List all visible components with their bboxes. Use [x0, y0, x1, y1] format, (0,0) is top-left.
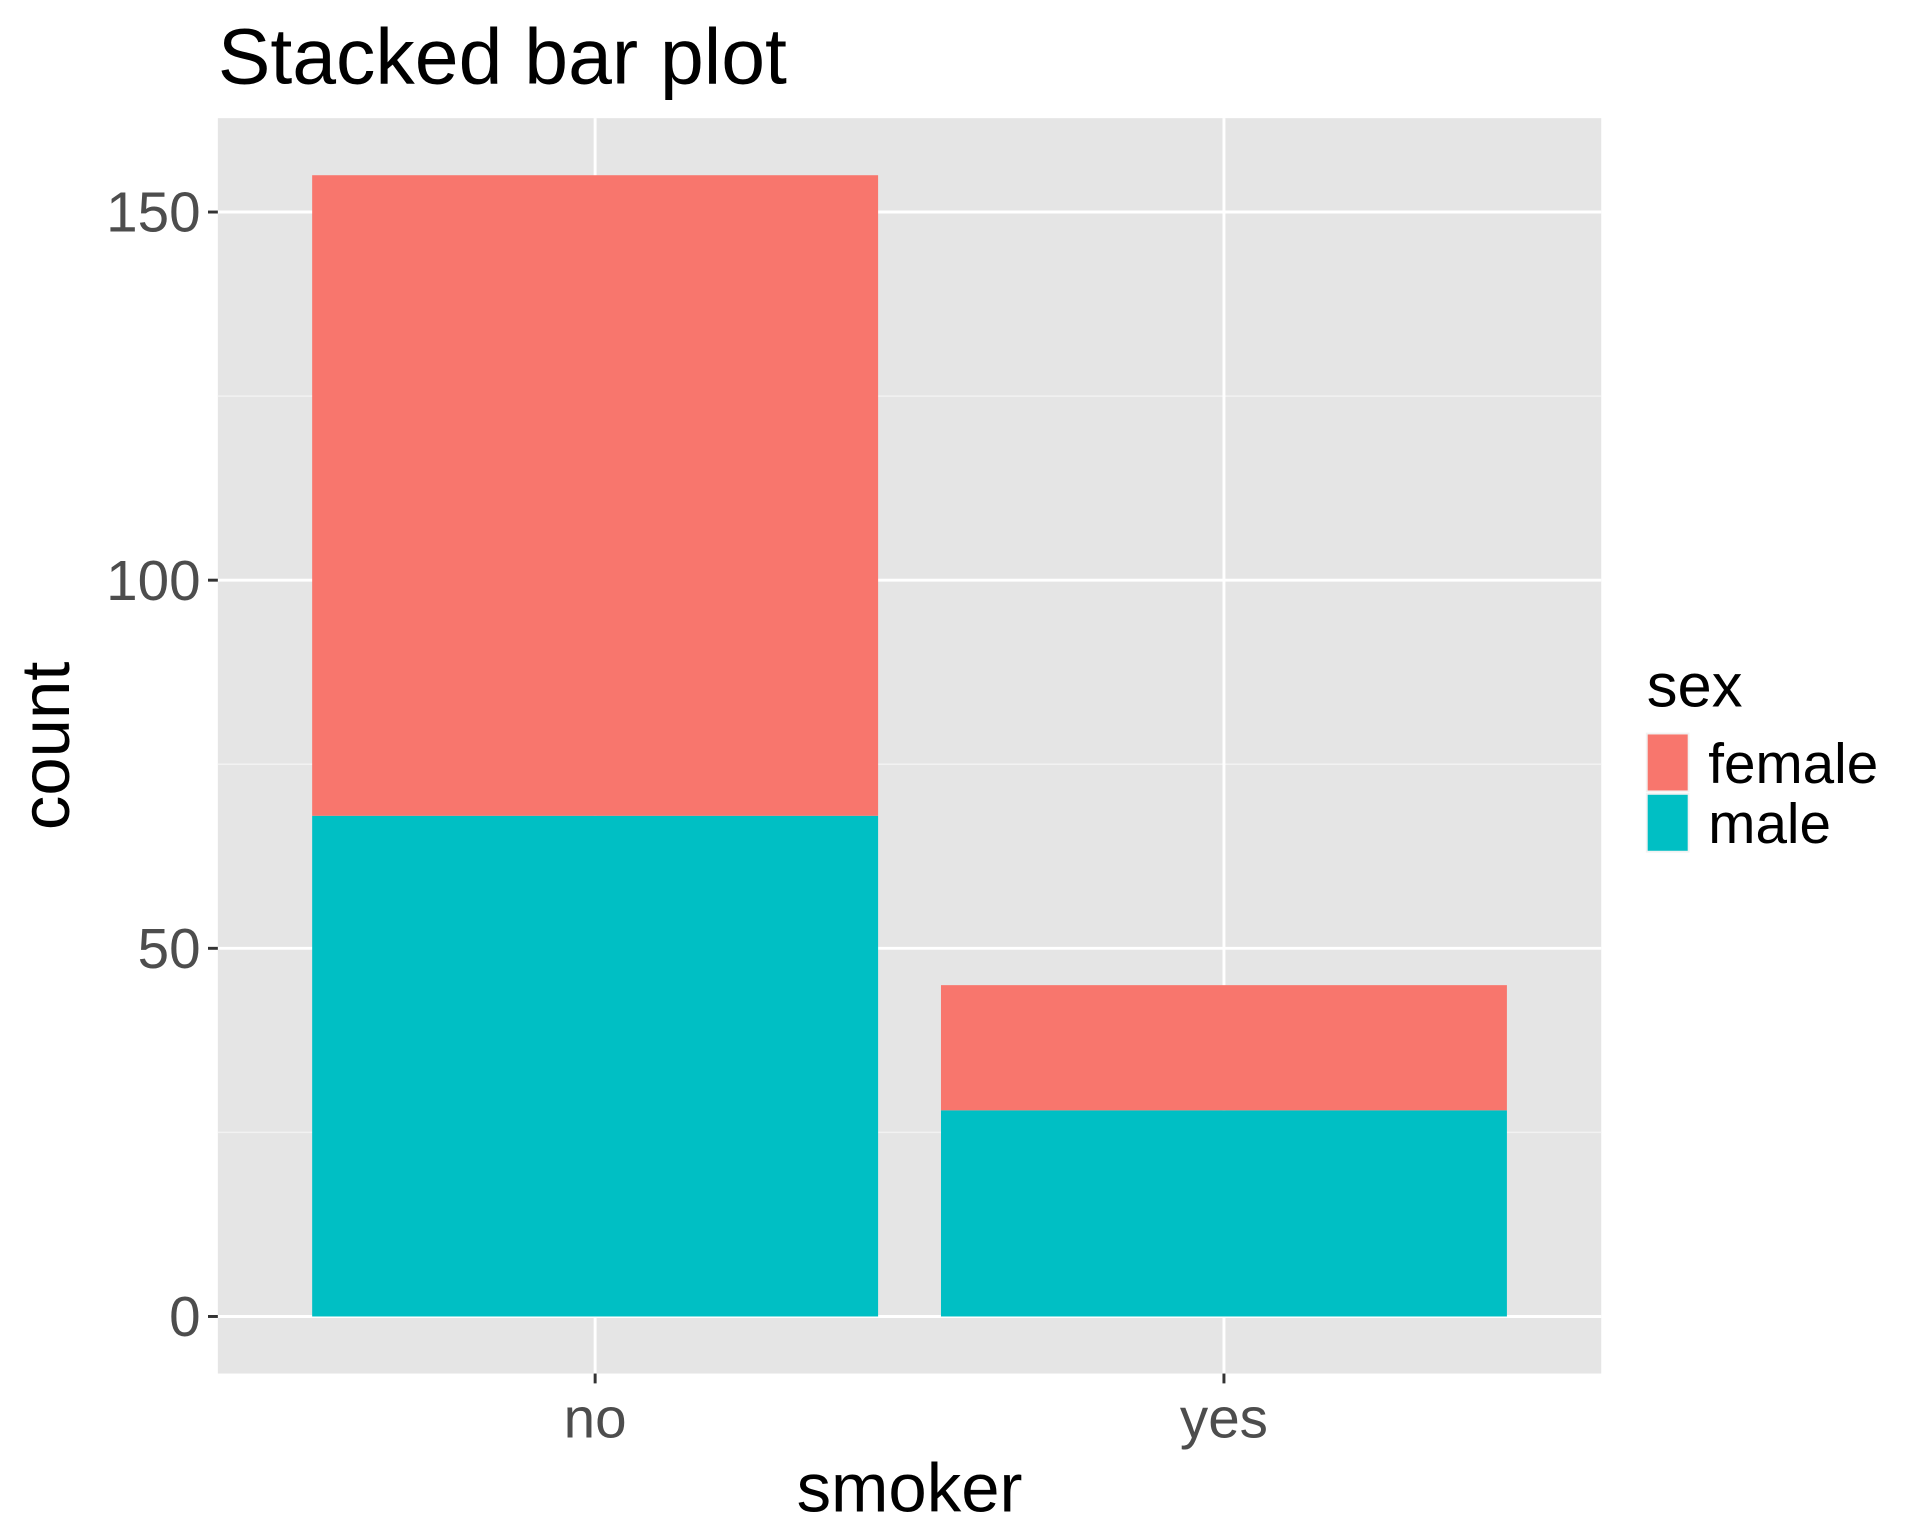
x-axis-label: smoker: [797, 1449, 1023, 1526]
bar-no-female: [312, 175, 879, 816]
bar-yes-male: [940, 1110, 1507, 1317]
y-tick-label: 150: [106, 181, 200, 244]
y-tick-label: 50: [138, 917, 201, 980]
x-tick-label: yes: [1180, 1387, 1268, 1450]
x-tick-label: no: [564, 1387, 627, 1450]
bar-yes-female: [940, 985, 1507, 1111]
y-axis: 0 50 100 150: [106, 181, 218, 1348]
bar-no-male: [312, 815, 879, 1317]
y-tick-label: 100: [106, 549, 200, 612]
bars: [312, 175, 1507, 1317]
y-axis-label: count: [7, 662, 84, 831]
legend-swatch-male: [1645, 792, 1690, 853]
legend-swatch-female: [1645, 732, 1690, 793]
y-tick-label: 0: [169, 1285, 200, 1348]
x-axis: no yes: [564, 1373, 1268, 1450]
legend-label-male: male: [1708, 792, 1831, 855]
legend-title: sex: [1647, 651, 1743, 720]
legend-label-female: female: [1708, 732, 1878, 795]
chart-title: Stacked bar plot: [218, 13, 787, 101]
